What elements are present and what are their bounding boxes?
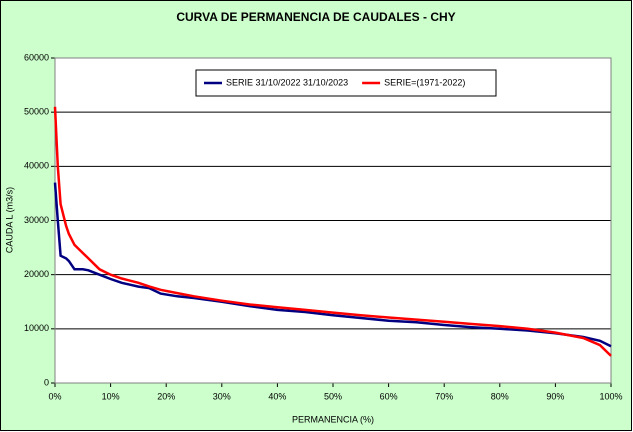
series-line — [53, 106, 612, 357]
x-tick-label: 100% — [599, 391, 622, 401]
y-tick-label: 20000 — [24, 269, 49, 279]
x-tick-label: 90% — [546, 391, 564, 401]
series-line — [53, 182, 612, 348]
y-tick-label: 50000 — [24, 107, 49, 117]
y-tick-label: 10000 — [24, 323, 49, 333]
plot-border — [54, 57, 612, 384]
y-tick-label: 30000 — [24, 215, 49, 225]
x-tick-label: 80% — [491, 391, 509, 401]
x-tick-label: 10% — [102, 391, 120, 401]
legend-label: SERIE 31/10/2022 31/10/2023 — [226, 77, 348, 87]
x-tick-label: 0% — [48, 391, 61, 401]
y-tick-label: 0 — [44, 377, 49, 387]
y-tick-label: 60000 — [24, 52, 49, 62]
x-tick-label: 70% — [435, 391, 453, 401]
x-axis-label: PERMANENCIA (%) — [292, 414, 374, 424]
y-tick-label: 40000 — [24, 161, 49, 171]
legend: SERIE 31/10/2022 31/10/2023 SERIE=(1971-2… — [195, 69, 497, 97]
x-tick-label: 60% — [380, 391, 398, 401]
y-axis-label: CAUDA L (m3/s) — [4, 187, 14, 253]
x-tick-label: 20% — [157, 391, 175, 401]
legend-label: SERIE=(1971-2022) — [384, 77, 465, 87]
x-tick-label: 50% — [324, 391, 342, 401]
x-tick-label: 40% — [268, 391, 286, 401]
chart-title: CURVA DE PERMANENCIA DE CAUDALES - CHY — [176, 10, 455, 24]
legend-box — [195, 69, 497, 97]
x-tick-label: 30% — [213, 391, 231, 401]
